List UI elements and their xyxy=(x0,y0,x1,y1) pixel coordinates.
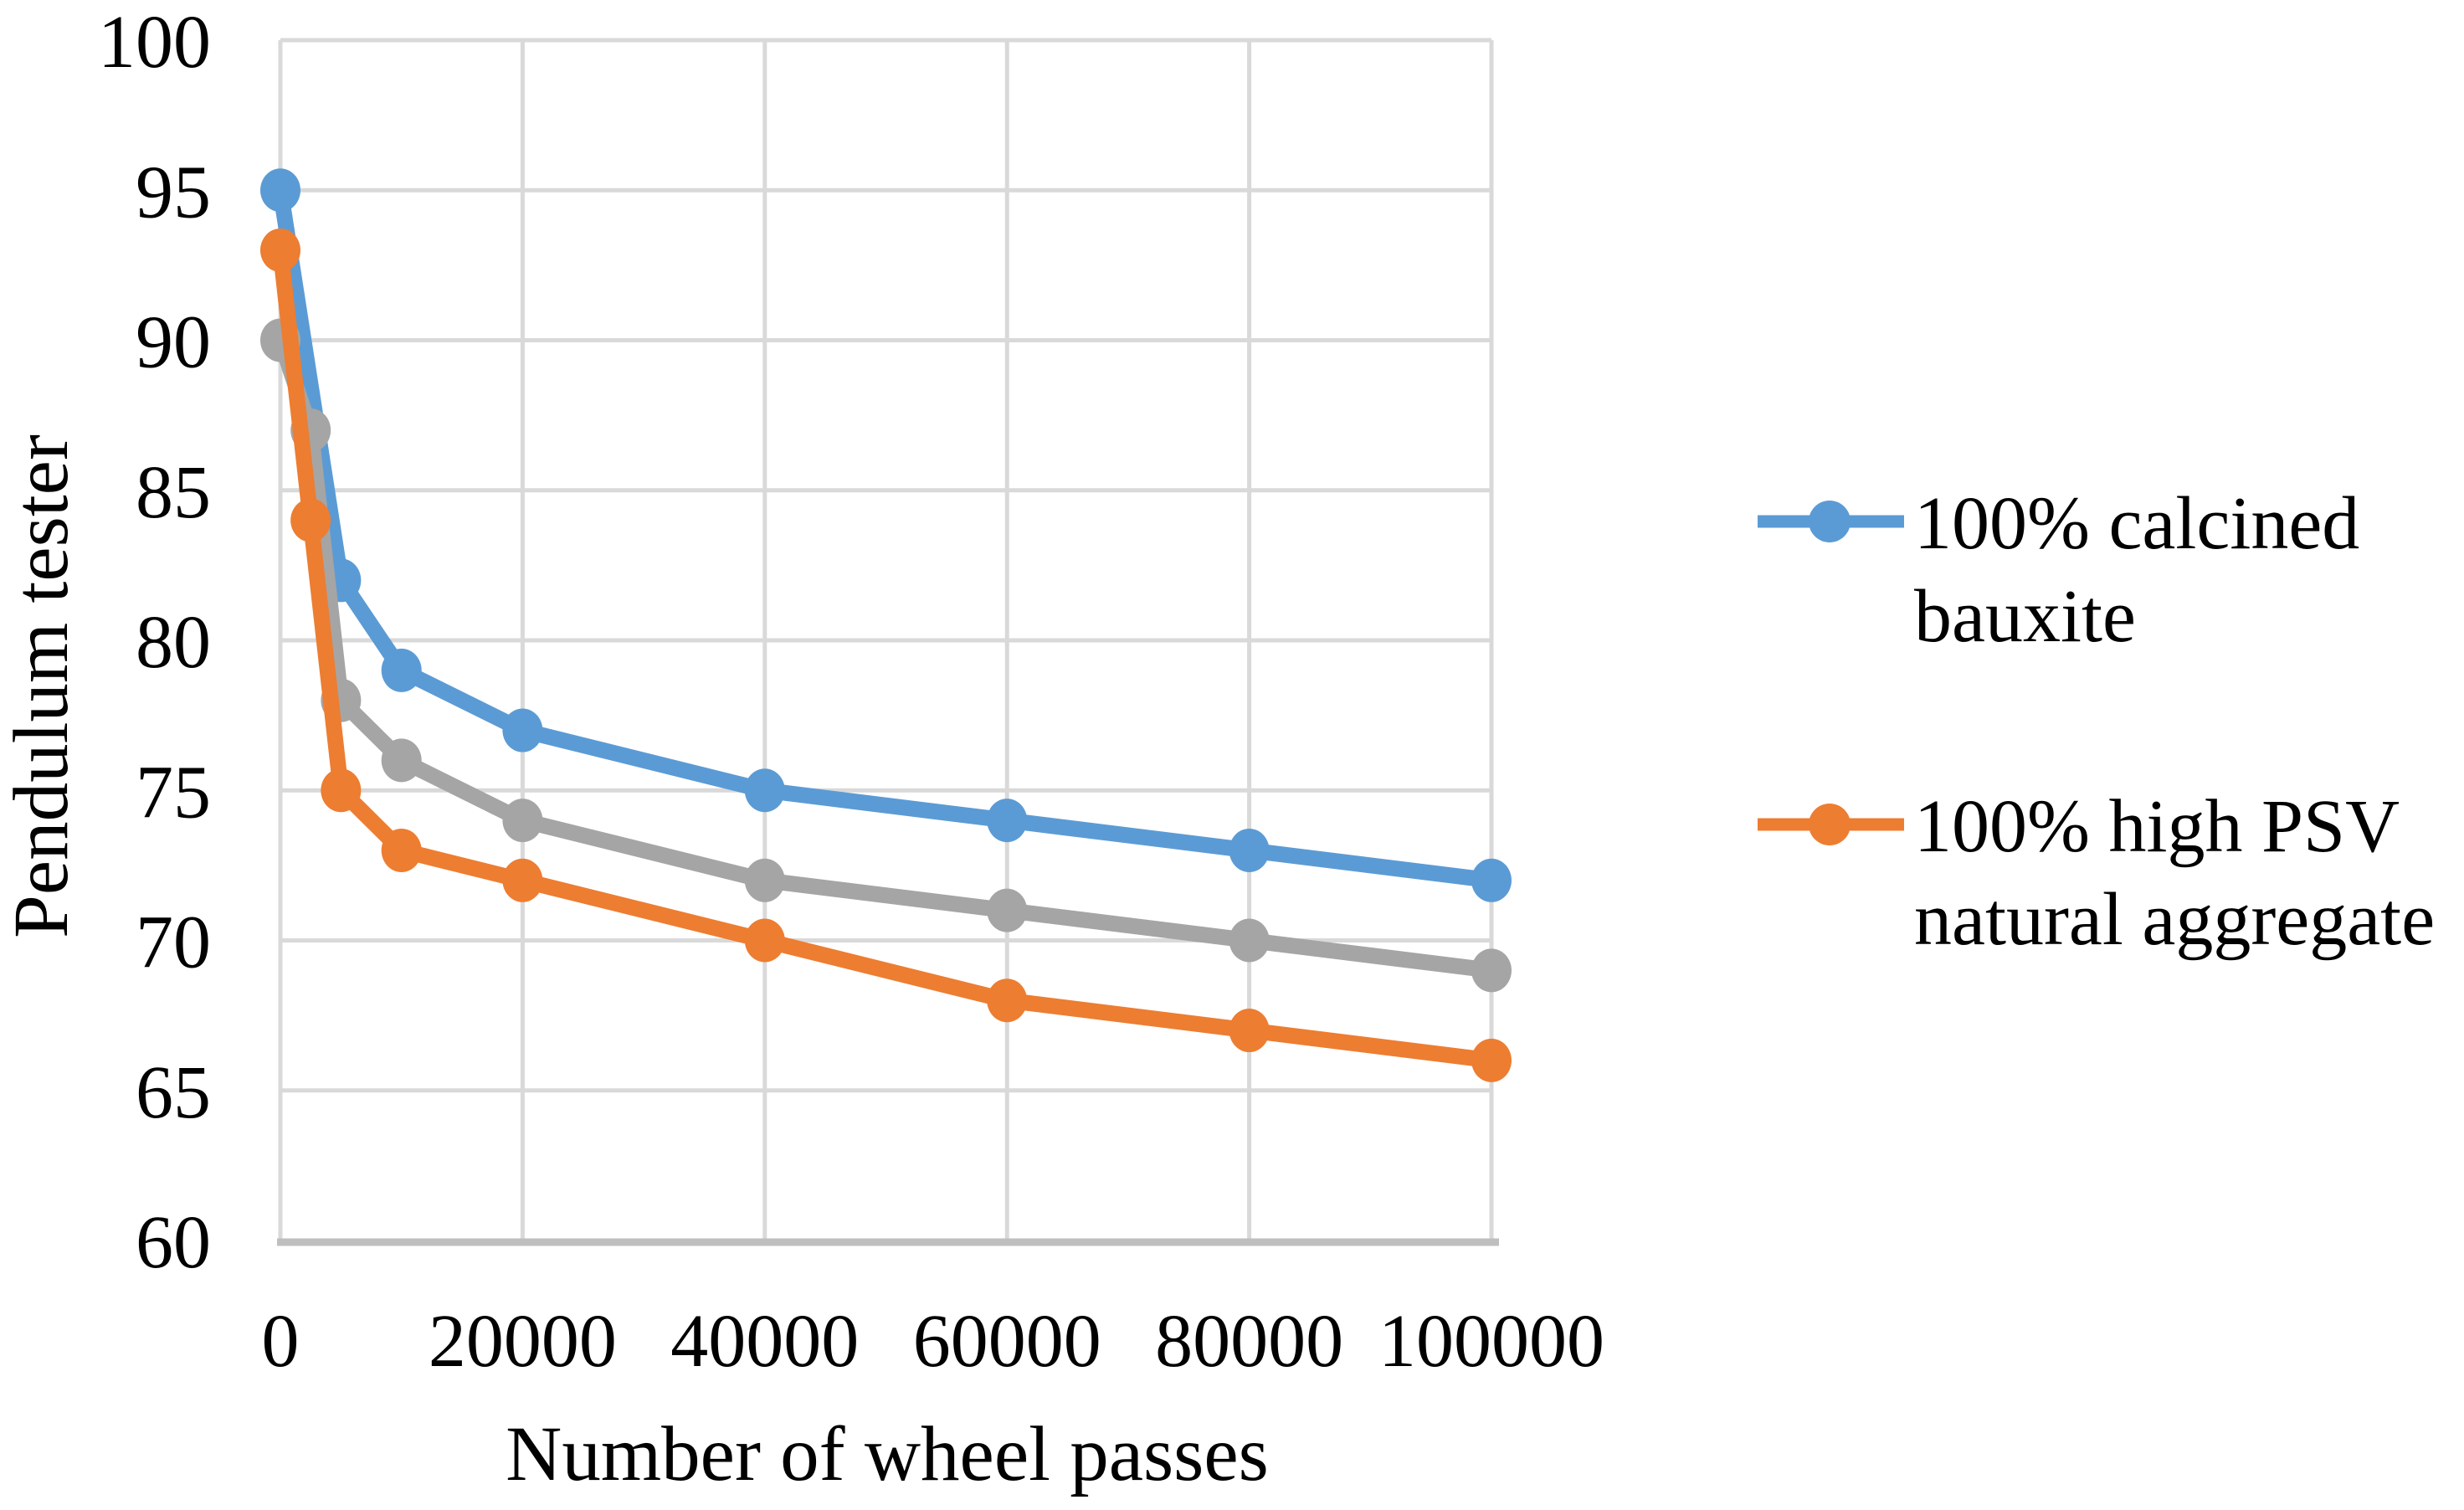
data-point-marker xyxy=(502,799,543,843)
legend-label-line: 100% calcined xyxy=(1914,482,2359,565)
data-point-marker xyxy=(381,828,422,872)
series-line xyxy=(272,332,1500,978)
y-tick-label: 60 xyxy=(136,1201,211,1284)
data-point-marker xyxy=(502,708,543,752)
legend-label-line: bauxite xyxy=(1914,575,2136,658)
data-point-marker xyxy=(1229,828,1270,872)
series-100-high-psv-natural-aggregate xyxy=(260,228,1512,1082)
legend-item: 100% high PSV natural aggregate xyxy=(1758,785,2435,961)
data-point-marker xyxy=(381,648,422,692)
x-tick-label: 20000 xyxy=(429,1300,617,1383)
data-point-marker xyxy=(1229,918,1270,963)
y-tick-label: 90 xyxy=(136,301,211,384)
tick-labels: 60 65 70 75 80 85 90 95 100 0 20000 40000 60000 80000… xyxy=(98,1,1604,1383)
data-point-marker xyxy=(290,498,331,542)
y-tick-label: 95 xyxy=(136,151,211,234)
legend-marker xyxy=(1809,804,1851,845)
series-gray-unlabeled xyxy=(260,318,1512,993)
x-tick-label: 0 xyxy=(262,1300,300,1383)
data-point-marker xyxy=(1229,1009,1270,1053)
legend-label-line: natural aggregate xyxy=(1914,878,2435,961)
x-tick-label: 40000 xyxy=(670,1300,859,1383)
y-tick-label: 65 xyxy=(136,1051,211,1134)
x-tick-label: 80000 xyxy=(1155,1300,1343,1383)
y-axis-title: Pendulum tester xyxy=(0,434,85,938)
y-tick-label: 100 xyxy=(98,1,211,84)
x-tick-label: 60000 xyxy=(913,1300,1101,1383)
legend-marker xyxy=(1809,501,1851,542)
data-point-marker xyxy=(987,888,1028,932)
data-point-marker xyxy=(744,858,785,902)
data-point-marker xyxy=(1471,1038,1512,1082)
y-tick-label: 70 xyxy=(136,901,211,984)
data-point-marker xyxy=(321,768,362,813)
data-point-marker xyxy=(987,799,1028,843)
data-point-marker xyxy=(381,738,422,783)
data-point-marker xyxy=(744,768,785,813)
data-point-marker xyxy=(502,858,543,902)
data-point-marker xyxy=(744,918,785,963)
gridlines xyxy=(278,38,1494,1243)
y-tick-label: 85 xyxy=(136,451,211,534)
data-point-marker xyxy=(1471,948,1512,993)
legend-label-line: 100% high PSV xyxy=(1914,785,2400,868)
series-line xyxy=(272,182,1500,889)
x-tick-label: 100000 xyxy=(1378,1300,1604,1383)
data-point-marker xyxy=(260,168,300,213)
data-point-marker xyxy=(1471,858,1512,902)
y-tick-label: 75 xyxy=(136,751,211,834)
data-point-marker xyxy=(987,978,1028,1023)
data-point-marker xyxy=(260,228,300,272)
legend-item: 100% calcined bauxite xyxy=(1758,482,2359,658)
y-tick-label: 80 xyxy=(136,601,211,684)
x-axis-title: Number of wheel passes xyxy=(506,1411,1269,1497)
